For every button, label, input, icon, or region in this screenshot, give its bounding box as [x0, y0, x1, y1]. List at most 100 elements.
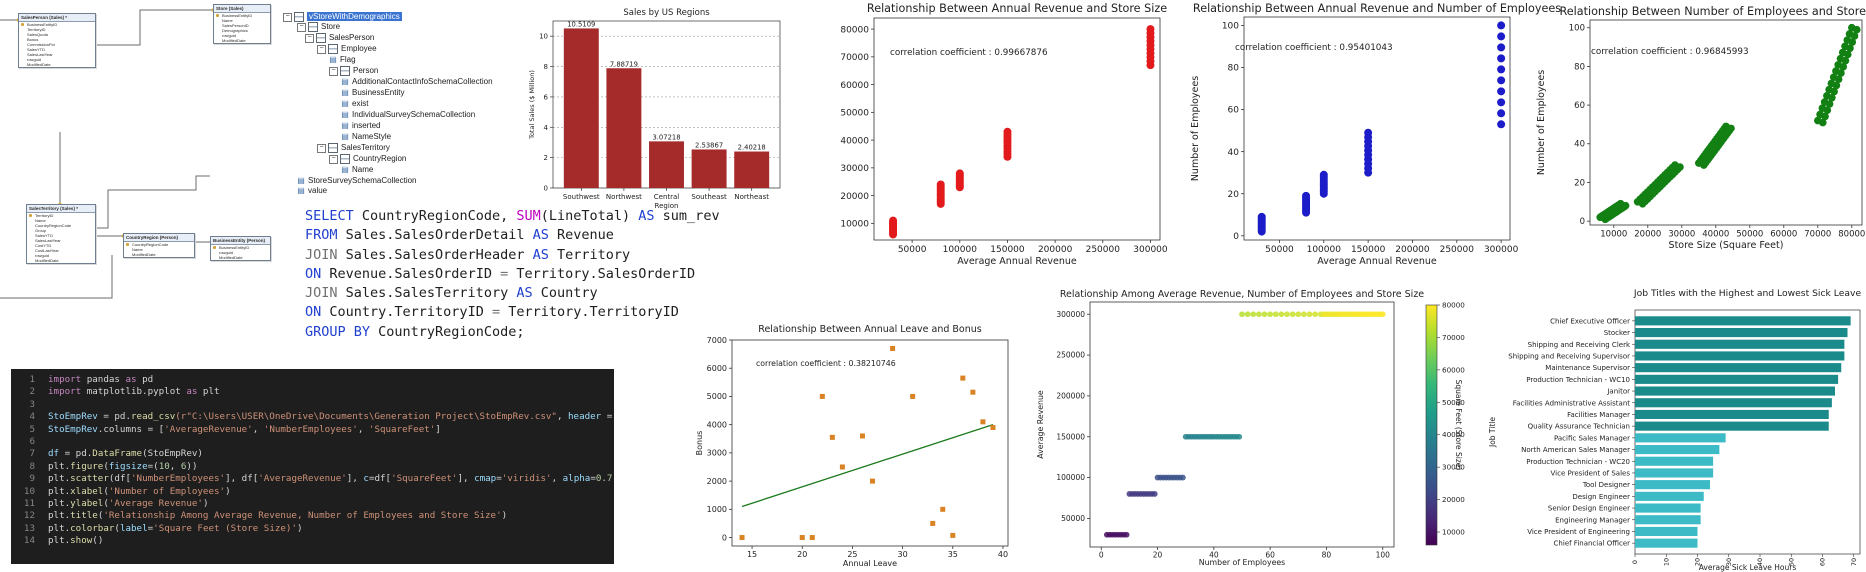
- code-token: 'SquareFeet': [391, 473, 458, 485]
- er-table[interactable]: Store (Sales) BusinessEntityID Name SalesPe…: [213, 4, 271, 44]
- collapse-toggle-icon[interactable]: −: [317, 44, 326, 54]
- table-icon: [340, 66, 350, 76]
- code-token: import: [48, 386, 82, 398]
- column-icon: ▤: [341, 120, 349, 130]
- colorbar-tick-label: 80000: [1442, 301, 1465, 310]
- x-tick-label: 40: [1209, 551, 1219, 560]
- y-tick-label: 10000: [840, 220, 869, 230]
- er-table-field: rowguid: [214, 33, 270, 38]
- collapse-toggle-icon[interactable]: −: [329, 66, 338, 76]
- er-table-field: CountryRegionCode: [27, 223, 95, 228]
- code-token: plt.: [48, 460, 71, 472]
- scatter-point: [1239, 311, 1245, 318]
- tree-item[interactable]: ▤ AdditionalContactInfoSchemaCollection: [341, 77, 492, 87]
- tree-item[interactable]: ▤ StoreSurveySchemaCollection: [297, 175, 416, 186]
- scatter-point: [1319, 170, 1328, 179]
- tree-item[interactable]: − SalesTerritory: [317, 143, 390, 153]
- sql-token: AS: [638, 208, 655, 224]
- collapse-toggle-icon[interactable]: −: [283, 12, 292, 22]
- er-table[interactable]: BusinessEntity (Person) BusinessEntityID r…: [210, 236, 271, 261]
- y-tick-label: 80: [1574, 62, 1585, 72]
- er-field-label: Group: [35, 228, 47, 233]
- collapse-toggle-icon[interactable]: −: [305, 33, 314, 43]
- line-number: 14: [23, 535, 35, 547]
- code-line: 6: [11, 436, 614, 448]
- plot-frame: [731, 339, 1009, 547]
- tree-item[interactable]: − vStoreWithDemographics: [283, 12, 402, 22]
- code-token: 'AverageRevenue': [258, 473, 347, 485]
- primary-key-icon: [213, 246, 216, 249]
- er-table[interactable]: SalesPerson (Sales) * BusinessEntityID Ter…: [18, 13, 96, 68]
- scatter-point: [1621, 201, 1630, 210]
- y-tick-label: Chief Financial Officer: [1554, 540, 1631, 548]
- scatter-point: [1497, 98, 1506, 107]
- y-tick-label: 100: [1569, 24, 1585, 34]
- er-table[interactable]: CountryRegion (Person) CountryRegionCode N…: [123, 233, 195, 258]
- y-tick-label: 100000: [1056, 473, 1085, 482]
- code-token: df: [48, 448, 60, 460]
- y-tick-label: Stocker: [1604, 329, 1630, 337]
- sql-token: Territory.SalesOrderID: [508, 265, 696, 282]
- y-axis-label: Number of Employees: [1190, 76, 1201, 181]
- tree-item[interactable]: − Person: [329, 66, 378, 76]
- tree-item[interactable]: ▤ BusinessEntity: [341, 88, 404, 98]
- collapse-toggle-icon[interactable]: −: [297, 22, 306, 32]
- er-table-field: ModifiedDate: [211, 255, 270, 260]
- collapse-toggle-icon[interactable]: −: [317, 143, 326, 153]
- bar: [1635, 398, 1832, 408]
- collapse-toggle-icon[interactable]: −: [329, 154, 338, 164]
- sql-editor[interactable]: SELECT CountryRegionCode, SUM(LineTotal)…: [305, 207, 725, 347]
- scatter-point: [1823, 106, 1832, 114]
- x-axis-label: Number of Employees: [1199, 558, 1285, 567]
- tree-item[interactable]: − Store: [297, 22, 340, 32]
- column-icon: ▤: [297, 175, 305, 185]
- sql-token: AS: [532, 246, 549, 263]
- tree-item[interactable]: ▤ IndividualSurveySchemaCollection: [341, 110, 475, 120]
- code-token: 'AverageRevenue': [164, 423, 253, 435]
- er-table[interactable]: SalesTerritory (Sales) * TerritoryID Name C…: [26, 204, 96, 264]
- tree-item[interactable]: − SalesPerson: [305, 33, 374, 43]
- er-table-field: SalesLastYear: [27, 238, 95, 243]
- x-tick-label: 35: [948, 550, 958, 559]
- code-token: 10: [158, 460, 170, 472]
- sql-token: Revenue.SalesOrderID: [321, 265, 501, 282]
- table-icon: [328, 143, 338, 153]
- sql-token: Sales.SalesOrderHeader: [337, 246, 533, 263]
- sql-token: =: [491, 304, 501, 321]
- code-token: colorbar: [70, 522, 115, 534]
- code-token: ],: [457, 473, 475, 485]
- scatter-point: [1819, 118, 1827, 127]
- sql-token: =: [500, 265, 509, 282]
- er-table-field: Bonus: [19, 37, 95, 42]
- tree-item[interactable]: ▤ inserted: [341, 121, 380, 131]
- x-tick-label: 150000: [990, 245, 1025, 255]
- scatter-point: [1289, 311, 1296, 318]
- er-table-field: CountryRegionCode: [124, 242, 194, 247]
- tree-item[interactable]: − CountryRegion: [329, 154, 406, 164]
- plot-frame: [1634, 309, 1861, 555]
- bar: [1635, 480, 1710, 490]
- code-token: cmap: [474, 473, 497, 485]
- er-field-label: CommissionPct: [27, 42, 55, 47]
- bar: [1635, 444, 1720, 455]
- x-tick-label: 300000: [1133, 245, 1168, 255]
- y-tick-label: 20: [1228, 190, 1240, 200]
- code-token: (: [103, 485, 109, 497]
- x-axis-label: Annual Leave: [843, 559, 897, 568]
- tree-item[interactable]: − Employee: [317, 44, 377, 54]
- y-tick-label: 6000: [707, 364, 727, 373]
- scatter-point: [829, 434, 835, 440]
- scatter-point: [1179, 474, 1186, 481]
- tree-item[interactable]: ▤ Name: [341, 165, 373, 175]
- tree-item[interactable]: ▤ Flag: [329, 55, 355, 65]
- code-token: =(: [147, 460, 159, 472]
- tree-item[interactable]: ▤ NameStyle: [341, 132, 391, 142]
- scatter-point: [839, 464, 845, 470]
- tree-item-label: value: [308, 186, 328, 195]
- tree-item[interactable]: ▤ exist: [341, 99, 368, 109]
- python-code-editor[interactable]: 1 import pandas as pd 2 import matplotlib.p…: [11, 369, 614, 564]
- code-token: pd: [136, 374, 154, 385]
- x-tick-label: 30000: [1668, 230, 1695, 240]
- er-table-field: rowguid: [27, 253, 95, 258]
- tree-item[interactable]: ▤ value: [297, 186, 327, 196]
